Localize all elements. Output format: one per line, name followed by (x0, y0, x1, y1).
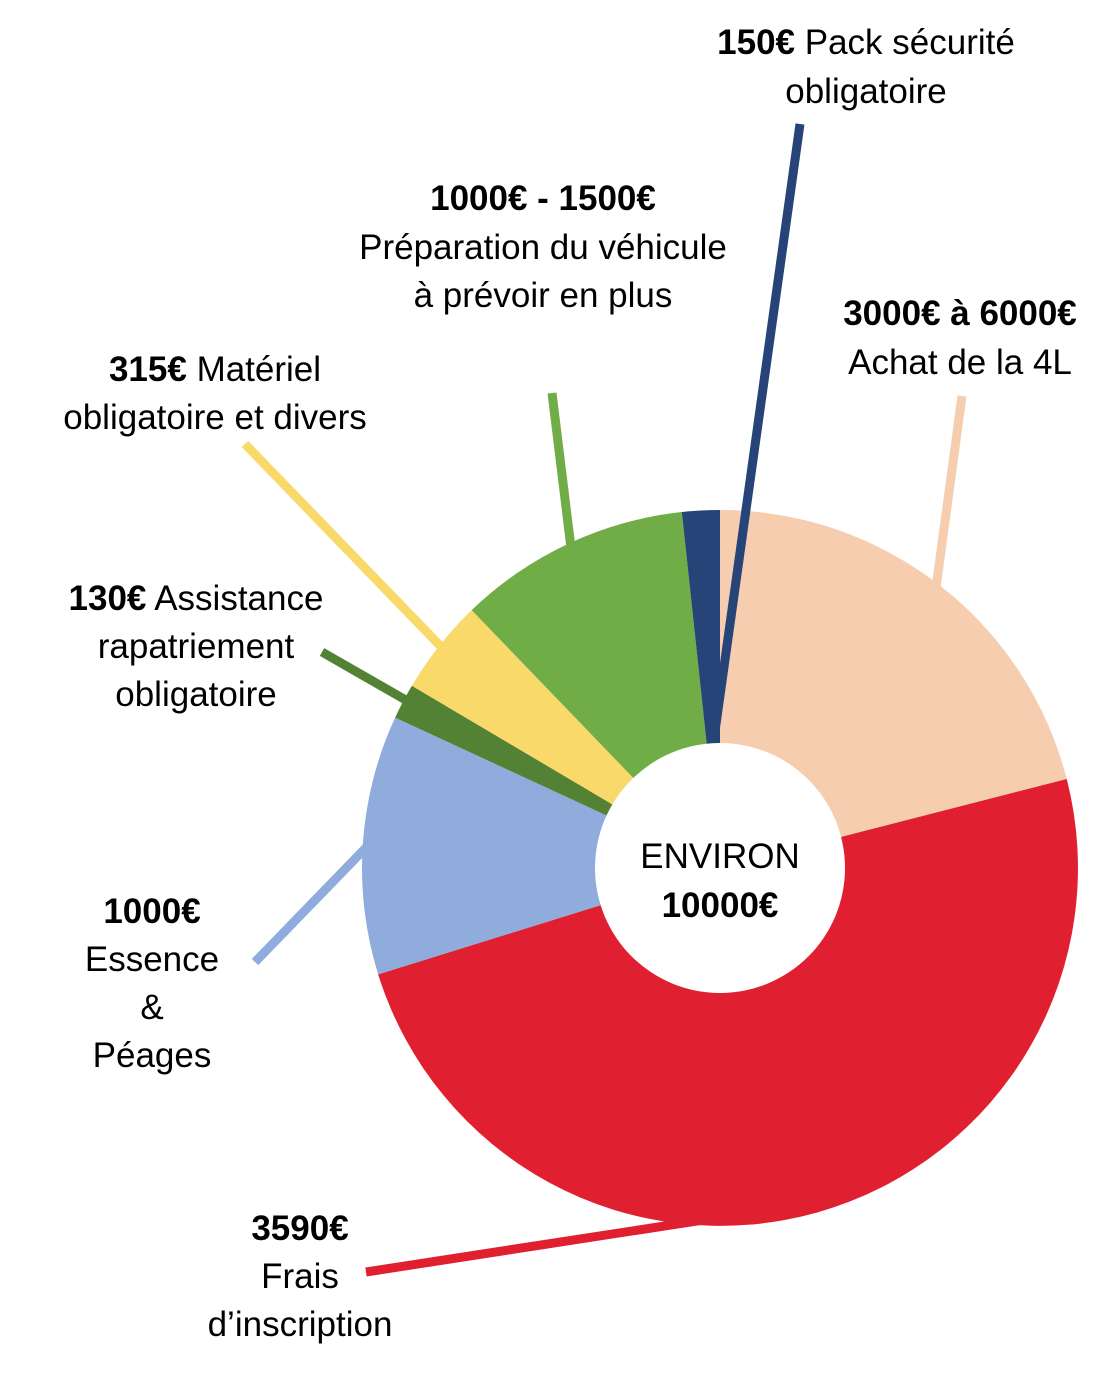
leader-line-frais (365, 1198, 816, 1277)
leader-lines (241, 123, 967, 1277)
center-label-line2: 10000€ (662, 886, 779, 925)
label-frais: 3590€ Frais d’inscription (208, 1209, 393, 1344)
slice-amount-essence: 1000€ (103, 892, 200, 931)
slice-desc-essence-1: Essence (85, 940, 219, 979)
slice-desc-assistance-2: rapatriement (98, 627, 295, 666)
donut-hole (595, 743, 845, 993)
leader-line-assistance (319, 648, 466, 738)
slice-desc-preparation-2: à prévoir en plus (414, 276, 673, 315)
slice-frais (378, 778, 1078, 1226)
slice-desc-assistance-3: obligatoire (115, 675, 277, 714)
slice-essence (362, 717, 720, 975)
label-materiel: 315€ Matériel obligatoire et divers (63, 350, 367, 437)
label-pack: 150€ Pack sécurité obligatoire (717, 23, 1015, 111)
slice-desc-frais-2: d’inscription (208, 1305, 393, 1344)
slice-desc-achat-1: Achat de la 4L (848, 343, 1072, 382)
slice-desc-essence-3: Péages (93, 1036, 212, 1075)
slice-desc-assistance-1: Assistance (154, 579, 323, 618)
leader-line-essence (251, 841, 372, 966)
label-achat: 3000€ à 6000€ Achat de la 4L (843, 294, 1077, 382)
slice-desc-frais-1: Frais (261, 1257, 339, 1296)
label-preparation: 1000€ - 1500€ Préparation du véhicule à … (359, 179, 727, 315)
slice-desc-materiel-1: Matériel (197, 350, 321, 389)
slice-amount-frais: 3590€ (251, 1209, 348, 1248)
slice-desc-essence-2: & (140, 988, 163, 1027)
slice-amount-materiel: 315€ (109, 350, 187, 389)
slice-amount-achat: 3000€ à 6000€ (843, 294, 1077, 333)
slice-amount-preparation: 1000€ - 1500€ (430, 179, 656, 218)
svg-text:315€ Matériel: 315€ Matériel (109, 350, 321, 389)
slice-desc-pack-2: obligatoire (785, 72, 947, 111)
leader-line-materiel (241, 440, 448, 653)
slice-desc-pack-1: Pack sécurité (805, 23, 1015, 62)
label-essence: 1000€ Essence & Péages (85, 892, 219, 1075)
leader-line-pack (708, 123, 805, 744)
slice-amount-assistance: 130€ (69, 579, 147, 618)
slice-desc-materiel-2: obligatoire et divers (63, 398, 367, 437)
leader-line-preparation (547, 392, 576, 550)
leader-line-achat (931, 395, 967, 591)
svg-text:130€ Assistance: 130€ Assistance (69, 579, 324, 618)
slice-desc-preparation-1: Préparation du véhicule (359, 228, 727, 267)
slice-amount-pack: 150€ (717, 23, 795, 62)
center-label-line1: ENVIRON (640, 837, 799, 876)
svg-text:150€ Pack sécuri: 150€ Pack sécurité (717, 23, 1015, 62)
label-assistance: 130€ Assistance rapatriement obligatoire (69, 579, 324, 714)
